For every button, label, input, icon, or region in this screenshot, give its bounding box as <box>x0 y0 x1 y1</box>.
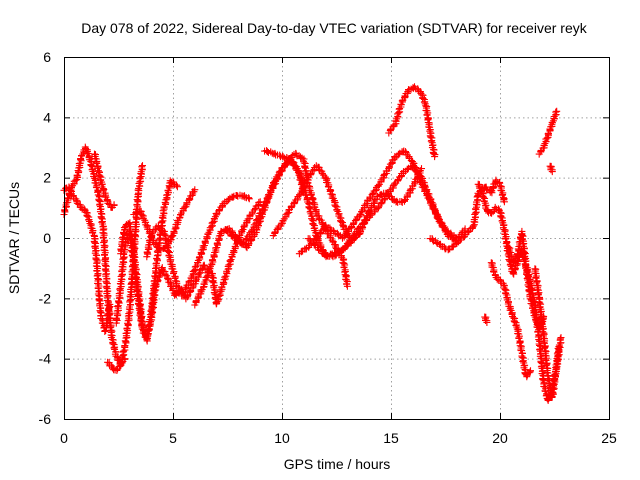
x-tick-label: 20 <box>492 430 508 446</box>
series-track-q <box>426 176 508 254</box>
y-tick-label: 0 <box>43 230 51 246</box>
y-tick-label: -4 <box>39 351 52 367</box>
series-track-i <box>178 191 253 300</box>
series-track-a <box>60 143 129 369</box>
series-track-s <box>487 259 534 381</box>
axis-ticks <box>64 57 610 420</box>
y-tick-label: -6 <box>39 411 52 427</box>
y-tick-label: -2 <box>39 290 52 306</box>
x-tick-label: 15 <box>383 430 399 446</box>
series-track-f <box>117 219 186 342</box>
series-track-u <box>531 265 563 401</box>
series-track-c <box>91 150 118 211</box>
y-axis-label: SDTVAR / TECUs <box>6 182 22 294</box>
x-tick-label: 0 <box>60 430 68 446</box>
y-tick-label: 4 <box>43 109 51 125</box>
x-tick-label: 25 <box>601 430 617 446</box>
series-track-o <box>304 162 469 260</box>
x-axis-label: GPS time / hours <box>284 456 391 472</box>
y-tick-label: 6 <box>43 49 51 65</box>
series-track-p <box>385 83 439 161</box>
y-tick-label: 2 <box>43 170 51 186</box>
x-tick-label: 10 <box>274 430 290 446</box>
series-isolated-a <box>481 313 491 326</box>
x-tick-labels: 0 5 10 15 20 25 <box>60 430 617 446</box>
series-track-v <box>535 107 561 158</box>
data-series <box>60 83 565 404</box>
grid <box>64 57 609 419</box>
y-tick-labels: -6 -4 -2 0 2 4 6 <box>39 49 52 427</box>
x-tick-label: 5 <box>169 430 177 446</box>
series-track-h <box>143 198 264 308</box>
series-isolated-b <box>546 162 556 176</box>
chart-title: Day 078 of 2022, Sidereal Day-to-day VTE… <box>81 20 587 36</box>
